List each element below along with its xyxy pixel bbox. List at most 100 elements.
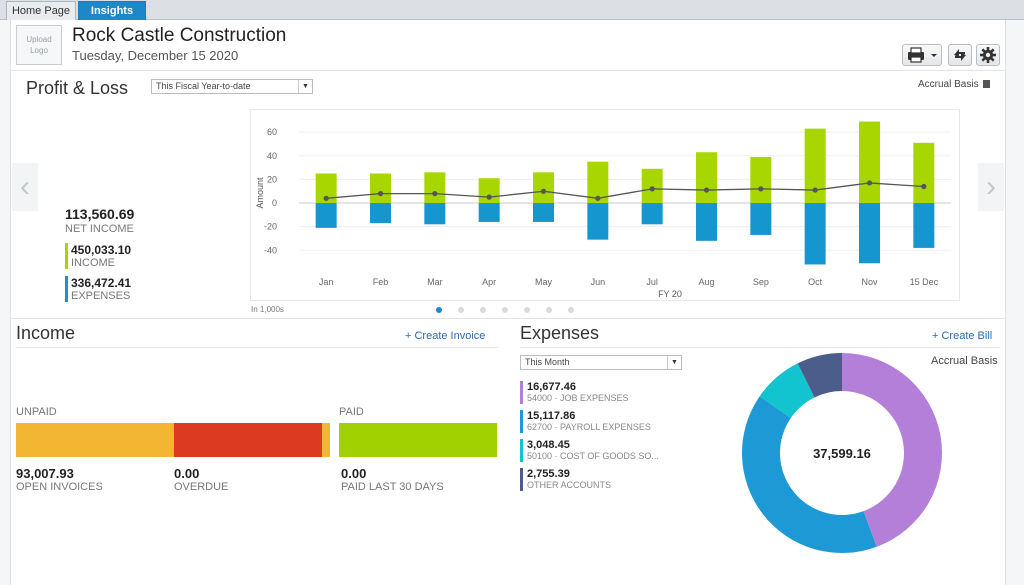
units-note: In 1,000s <box>251 305 284 314</box>
pager-dot[interactable] <box>436 307 442 313</box>
donut-slice[interactable] <box>742 396 877 553</box>
paid-label: PAID <box>339 406 364 418</box>
expense-bar <box>587 203 609 240</box>
income-bar <box>696 152 717 204</box>
open-invoices-value: 93,007.93 <box>16 466 74 481</box>
expense-bar <box>804 203 826 265</box>
create-invoice-link[interactable]: + Create Invoice <box>405 330 486 342</box>
expense-value: 3,048.45 <box>527 439 570 451</box>
expense-account: OTHER ACCOUNTS <box>527 480 612 490</box>
pager-dot[interactable] <box>480 307 486 313</box>
profit-loss-title: Profit & Loss <box>26 78 129 98</box>
x-tick-label: Apr <box>482 277 496 287</box>
open-invoices-bar[interactable] <box>16 423 174 457</box>
expense-bar <box>424 203 446 225</box>
expense-bar <box>315 203 337 228</box>
next-arrow-button[interactable]: › <box>978 163 1004 211</box>
net-income-point <box>758 186 764 192</box>
pager-dot[interactable] <box>524 307 530 313</box>
expense-account: 50100 · COST OF GOODS SO... <box>527 451 659 461</box>
net-income-point <box>377 190 384 197</box>
expenses-total: 37,599.16 <box>813 446 871 461</box>
expense-value: 16,677.46 <box>527 381 576 393</box>
y-tick-label: -40 <box>264 245 277 255</box>
expense-color-bar <box>520 468 523 491</box>
expense-value: 15,117.86 <box>527 410 576 422</box>
expense-bar <box>478 203 500 222</box>
income-value: 450,033.10 <box>71 243 132 257</box>
expense-color-bar <box>520 410 523 433</box>
income-bar <box>804 128 826 204</box>
expenses-title: Expenses <box>520 323 600 343</box>
chevron-down-icon: ▼ <box>298 80 312 93</box>
y-axis-label: Amount <box>255 177 265 209</box>
income-divider <box>16 347 498 348</box>
refresh-icon <box>954 49 966 61</box>
create-bill-link[interactable]: + Create Bill <box>932 330 993 342</box>
open-invoices-bar-end <box>322 423 330 457</box>
expense-bar <box>750 203 772 235</box>
print-button[interactable] <box>902 44 942 66</box>
income-bar <box>533 172 554 204</box>
donut-slice[interactable] <box>759 363 815 418</box>
expenses-color-bar <box>65 276 68 302</box>
donut-slice[interactable] <box>842 353 942 547</box>
expenses-divider <box>520 347 1000 348</box>
net-income-point <box>921 183 927 190</box>
company-name: Rock Castle Construction <box>72 25 287 46</box>
expenses-value: 336,472.41 <box>71 276 132 290</box>
overdue-bar[interactable] <box>174 423 322 457</box>
chevron-right-icon: › <box>986 170 996 203</box>
expenses-period-select[interactable]: This Month ▼ <box>520 355 682 370</box>
net-income-point <box>540 188 547 194</box>
expense-bar <box>533 203 554 222</box>
section-divider <box>10 318 1006 319</box>
expense-value: 2,755.39 <box>527 468 570 480</box>
expense-bar <box>913 203 935 248</box>
upload-logo-button[interactable]: Upload Logo <box>16 25 62 65</box>
net-income-point <box>866 180 873 186</box>
pager-dot[interactable] <box>568 307 574 313</box>
info-icon <box>982 80 990 89</box>
y-tick-label: 20 <box>267 174 277 184</box>
tab-home-page[interactable]: Home Page <box>6 1 76 20</box>
upload-logo-label: Upload Logo <box>26 35 52 55</box>
x-tick-label: Aug <box>698 277 714 287</box>
settings-button[interactable] <box>976 44 1000 66</box>
expenses-basis-label: Accrual Basis <box>931 355 998 367</box>
printer-icon <box>908 47 937 63</box>
pl-basis-toggle[interactable]: Accrual Basis <box>918 79 990 90</box>
unpaid-label: UNPAID <box>16 406 57 418</box>
refresh-button[interactable] <box>948 44 972 66</box>
prev-arrow-button[interactable]: ‹ <box>12 163 38 211</box>
pager-dot[interactable] <box>458 307 464 313</box>
x-tick-label: Nov <box>861 277 878 287</box>
expense-account: 54000 · JOB EXPENSES <box>527 393 629 403</box>
x-tick-label: Sep <box>753 277 769 287</box>
net-income-label: NET INCOME <box>65 223 134 235</box>
pl-period-select[interactable]: This Fiscal Year-to-date ▼ <box>151 79 313 94</box>
pager-dot[interactable] <box>502 307 508 313</box>
donut-slice[interactable] <box>797 353 842 398</box>
net-income-point <box>812 187 818 193</box>
expense-account: 62700 · PAYROLL EXPENSES <box>527 422 651 432</box>
paid-bar[interactable] <box>339 423 497 457</box>
header-divider <box>10 70 1006 71</box>
income-bar <box>424 172 446 204</box>
income-bar <box>859 121 880 204</box>
y-tick-label: 40 <box>267 151 277 161</box>
expense-bar <box>859 203 880 264</box>
pager-dot[interactable] <box>546 307 552 313</box>
paid-last-30-label: PAID LAST 30 DAYS <box>341 481 444 493</box>
chevron-down-icon: ▼ <box>667 356 681 369</box>
tab-bar: Home Page Insights <box>0 0 1024 20</box>
chevron-left-icon: ‹ <box>20 170 30 203</box>
income-label: INCOME <box>71 257 115 269</box>
income-bar <box>913 142 935 204</box>
overdue-label: OVERDUE <box>174 481 229 493</box>
income-title: Income <box>16 323 76 343</box>
x-tick-label: Oct <box>808 277 823 287</box>
profit-loss-chart-svg: 60 40 20 0 -20 -40 Amount Jan Feb Mar Apr May Jun Jul… <box>255 121 951 299</box>
tab-insights[interactable]: Insights <box>78 1 146 20</box>
expense-color-bar <box>520 381 523 404</box>
